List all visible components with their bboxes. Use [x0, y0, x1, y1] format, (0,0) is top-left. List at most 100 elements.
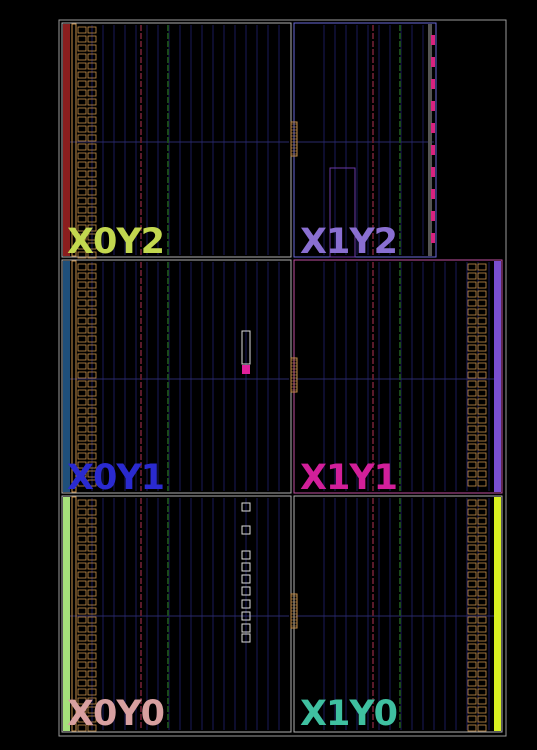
io-tile — [87, 416, 97, 424]
io-tile — [467, 616, 477, 624]
io-tile — [477, 607, 487, 615]
io-tile — [77, 44, 87, 52]
io-tile — [87, 452, 97, 460]
io-tile — [77, 724, 87, 732]
io-tile — [467, 517, 477, 525]
io-tile — [477, 688, 487, 696]
io-marker — [431, 57, 435, 67]
hard-block-outline — [329, 167, 356, 258]
placed-cell — [241, 550, 251, 560]
io-tile — [87, 371, 97, 379]
io-tile — [477, 398, 487, 406]
io-tile — [77, 697, 87, 705]
io-tile — [467, 398, 477, 406]
io-tile — [467, 443, 477, 451]
io-tile — [77, 335, 87, 343]
io-tile — [77, 479, 87, 487]
io-tile — [87, 44, 97, 52]
io-tile — [467, 416, 477, 424]
io-tile — [77, 589, 87, 597]
io-tile — [87, 143, 97, 151]
io-tile — [467, 679, 477, 687]
io-tile — [467, 580, 477, 588]
io-tile — [477, 706, 487, 714]
io-tile — [87, 35, 97, 43]
clock-region-border — [61, 22, 292, 258]
io-tile — [87, 344, 97, 352]
io-tile — [467, 526, 477, 534]
io-tile — [77, 652, 87, 660]
io-tile — [77, 625, 87, 633]
io-tile — [77, 706, 87, 714]
io-tile — [87, 98, 97, 106]
placed-cell — [241, 574, 251, 584]
io-marker — [431, 167, 435, 177]
io-tile — [477, 697, 487, 705]
io-tile — [77, 242, 87, 250]
io-tile — [87, 335, 97, 343]
io-tile — [467, 308, 477, 316]
io-tile — [87, 62, 97, 70]
io-tile — [467, 715, 477, 723]
io-bank-strip — [428, 24, 432, 256]
placed-cell — [241, 525, 251, 535]
io-tile — [467, 380, 477, 388]
io-tile — [77, 53, 87, 61]
io-tile — [467, 326, 477, 334]
io-tile — [77, 143, 87, 151]
io-tile — [467, 688, 477, 696]
io-tile — [467, 371, 477, 379]
io-column — [71, 496, 77, 732]
io-tile — [467, 425, 477, 433]
io-tile — [87, 179, 97, 187]
io-tile — [87, 53, 97, 61]
io-tile — [467, 724, 477, 732]
io-tile — [77, 251, 87, 259]
io-tile — [77, 233, 87, 241]
io-tile — [477, 670, 487, 678]
placed-cell — [241, 599, 251, 609]
io-tile — [87, 517, 97, 525]
io-tile — [477, 434, 487, 442]
clock-region-x1y2 — [293, 22, 437, 258]
io-tile — [87, 670, 97, 678]
io-tile — [467, 535, 477, 543]
io-tile — [87, 724, 97, 732]
io-tile — [477, 679, 487, 687]
io-tile — [477, 544, 487, 552]
io-tile — [87, 634, 97, 642]
io-tile — [77, 562, 87, 570]
io-tile — [77, 224, 87, 232]
io-tile — [477, 407, 487, 415]
io-tile — [477, 479, 487, 487]
io-tile — [77, 125, 87, 133]
io-tile — [467, 344, 477, 352]
io-tile — [87, 508, 97, 516]
io-tile — [477, 416, 487, 424]
io-tile — [77, 134, 87, 142]
io-tile — [87, 479, 97, 487]
io-tile — [467, 362, 477, 370]
io-tile — [77, 679, 87, 687]
io-tile — [477, 643, 487, 651]
selected-site-outline — [241, 330, 251, 365]
io-tile — [77, 616, 87, 624]
io-tile — [77, 499, 87, 507]
io-tile — [87, 470, 97, 478]
io-column — [71, 260, 77, 493]
io-tile — [477, 535, 487, 543]
io-tile — [87, 308, 97, 316]
io-tile — [87, 206, 97, 214]
io-tile — [87, 116, 97, 124]
io-tile — [477, 625, 487, 633]
placed-cell — [241, 623, 251, 633]
placed-cell — [241, 562, 251, 572]
io-tile — [467, 434, 477, 442]
io-tile — [477, 452, 487, 460]
io-tile — [477, 263, 487, 271]
io-tile — [77, 362, 87, 370]
io-tile — [77, 535, 87, 543]
io-tile — [77, 553, 87, 561]
io-tile — [477, 308, 487, 316]
